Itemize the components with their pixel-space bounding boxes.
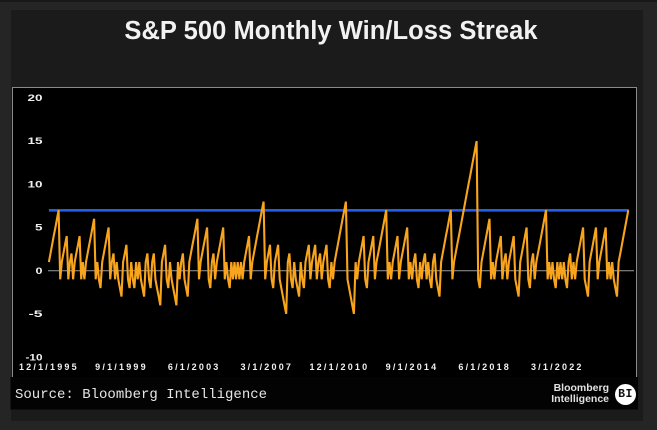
svg-text:9/1/2014: 9/1/2014 bbox=[386, 362, 439, 372]
svg-text:0: 0 bbox=[36, 266, 43, 276]
svg-text:12/1/2010: 12/1/2010 bbox=[309, 362, 369, 372]
svg-text:9/1/1999: 9/1/1999 bbox=[95, 362, 148, 372]
svg-text:3/1/2022: 3/1/2022 bbox=[531, 362, 584, 372]
svg-text:10: 10 bbox=[28, 180, 43, 190]
svg-text:5: 5 bbox=[35, 223, 43, 233]
svg-text:20: 20 bbox=[28, 93, 43, 103]
svg-text:-5: -5 bbox=[29, 309, 43, 319]
svg-text:6/1/2018: 6/1/2018 bbox=[458, 362, 511, 372]
svg-text:12/1/1995: 12/1/1995 bbox=[19, 362, 79, 372]
svg-text:3/1/2007: 3/1/2007 bbox=[240, 362, 293, 372]
svg-text:-10: -10 bbox=[26, 352, 43, 362]
svg-text:6/1/2003: 6/1/2003 bbox=[168, 362, 221, 372]
svg-text:15: 15 bbox=[28, 136, 43, 146]
